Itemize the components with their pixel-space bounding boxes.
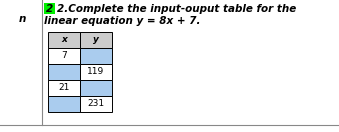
Bar — [48, 80, 80, 96]
Bar — [48, 32, 80, 48]
Text: 2.Complete the input-ouput table for the: 2.Complete the input-ouput table for the — [57, 4, 296, 14]
Text: y: y — [93, 36, 99, 44]
Bar — [48, 96, 80, 112]
Bar — [44, 3, 55, 14]
Bar — [80, 32, 112, 48]
Text: linear equation y = 8x + 7.: linear equation y = 8x + 7. — [44, 16, 200, 26]
Bar — [48, 64, 80, 80]
Bar — [48, 48, 80, 64]
Text: 7: 7 — [61, 51, 67, 60]
Text: x: x — [61, 36, 67, 44]
Bar — [80, 64, 112, 80]
Text: 21: 21 — [58, 84, 70, 93]
Text: 119: 119 — [87, 67, 105, 77]
Text: 2: 2 — [46, 4, 53, 14]
Bar — [80, 96, 112, 112]
Bar — [80, 48, 112, 64]
Bar — [80, 80, 112, 96]
Text: n: n — [18, 14, 26, 24]
Text: 231: 231 — [87, 100, 104, 109]
